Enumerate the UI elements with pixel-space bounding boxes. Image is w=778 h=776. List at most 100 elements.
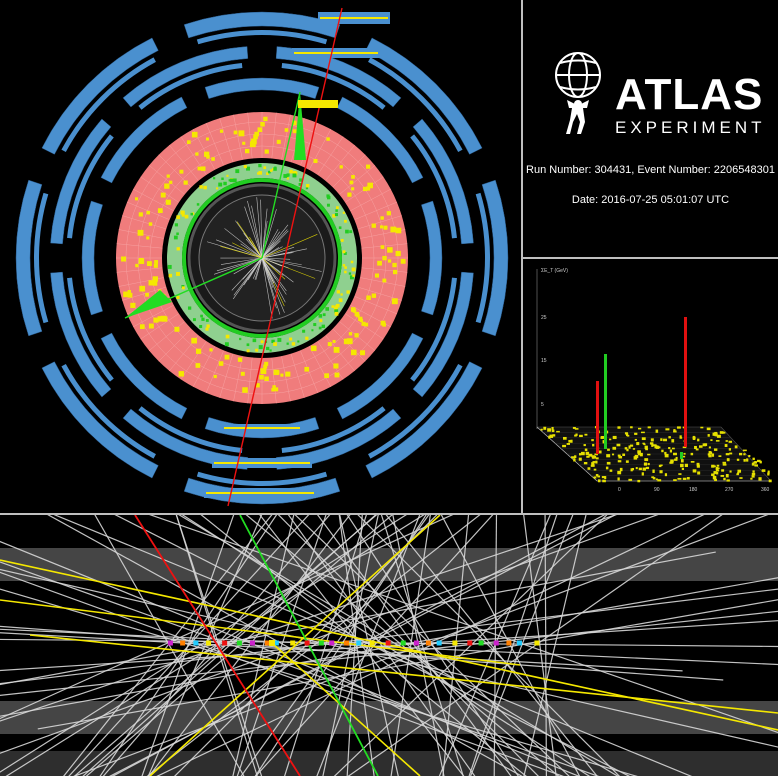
hcal-deposit: [392, 269, 398, 275]
zoom-track: [47, 515, 523, 776]
lego-cell: [617, 454, 621, 457]
hcal-sector: [357, 215, 402, 230]
ecal-deposit: [258, 171, 263, 175]
hcal-deposit: [179, 169, 184, 174]
hcal-deposit: [395, 250, 401, 257]
hcal-deposit: [377, 260, 382, 266]
lego-cell: [728, 440, 733, 443]
zoom-track: [468, 515, 558, 776]
lego-cell: [643, 462, 648, 466]
atlas-logo-icon: [555, 52, 601, 134]
hcal-sector: [308, 346, 332, 387]
vertex-marker: [467, 640, 473, 646]
inner-track: [261, 248, 308, 259]
vertex-marker: [356, 640, 362, 646]
lego-cell: [573, 458, 576, 462]
hcal-sector: [361, 243, 408, 249]
ecal-deposit: [184, 214, 189, 219]
lego-cell: [721, 469, 725, 472]
ecal-deposit: [206, 324, 210, 328]
lego-cell: [767, 472, 770, 476]
event-info-panel: ATLAS EXPERIMENT Run Number: 304431, Eve…: [523, 0, 778, 257]
inner-track: [255, 257, 263, 280]
lego-cell: [540, 428, 543, 431]
ecal-deposit: [333, 306, 338, 311]
hcal-deposit: [291, 120, 297, 126]
muon-chamber: [122, 408, 249, 470]
hcal-deposit: [195, 363, 201, 368]
lego-cell: [583, 462, 588, 465]
vertex-marker: [436, 640, 442, 646]
hcal-sector: [233, 114, 243, 160]
lego-cell: [601, 476, 606, 479]
hcal-deposit: [366, 295, 371, 300]
lego-cell: [723, 477, 726, 481]
event-date: Date: 2016-07-25 05:01:07 UTC: [571, 194, 730, 206]
z-tick-15: 15: [541, 358, 547, 364]
lego-cell: [712, 432, 716, 436]
lego-towers: [596, 317, 687, 459]
hcal-deposit: [349, 180, 354, 185]
lego-cell: [643, 443, 646, 446]
lego-cell: [644, 445, 648, 450]
ecal-deposit: [292, 173, 297, 178]
ecal-deposit: [343, 251, 347, 255]
hcal-sector: [300, 350, 319, 393]
hcal-sector: [345, 313, 384, 340]
lego-cell: [583, 444, 586, 447]
lego-cell: [665, 428, 670, 431]
lego-cell: [700, 426, 704, 429]
vertex-marker: [290, 640, 296, 646]
ecal-deposit: [289, 169, 293, 174]
lego-cell: [711, 453, 715, 457]
muon-chamber-inner: [196, 471, 328, 486]
lego-cell: [673, 479, 677, 482]
lego-cell: [729, 470, 732, 473]
zoom-yellow-track: [29, 634, 778, 714]
ecal-deposit: [286, 177, 289, 180]
ecal-deposit: [196, 203, 200, 206]
lego-cell: [690, 461, 695, 463]
lego-cell: [634, 438, 637, 441]
hcal-deposit: [238, 130, 245, 137]
hcal-deposit: [165, 199, 171, 205]
ecal-deposit: [246, 343, 250, 347]
muon-chamber: [122, 46, 249, 108]
lego-cell: [572, 426, 576, 429]
ecal-deposit: [255, 348, 259, 352]
hcal-deposit: [263, 364, 268, 369]
hcal-deposit: [392, 262, 397, 268]
hcal-deposit: [224, 354, 230, 360]
ecal-deposit: [325, 307, 330, 311]
inner-track: [261, 257, 294, 283]
hcal-sector: [140, 313, 179, 340]
lego-cell: [574, 434, 577, 437]
hcal-deposit: [274, 387, 279, 392]
muon-chamber: [50, 271, 112, 398]
lepton-tracks: [124, 7, 343, 507]
trt-hits: [182, 178, 342, 338]
inner-track: [261, 231, 280, 259]
hcal-deposit: [139, 324, 145, 329]
lego-cell: [659, 470, 663, 474]
ecal-deposit: [226, 174, 229, 177]
hcal-deposit: [154, 260, 159, 264]
lego-cell: [697, 471, 701, 475]
lego-cell: [585, 451, 590, 455]
detector-layer-bottom: [0, 701, 778, 734]
ecal-deposit: [346, 290, 350, 294]
lego-cell: [720, 474, 725, 477]
lego-cell: [710, 439, 713, 442]
lego-cell: [713, 471, 717, 474]
hcal-deposit: [351, 175, 355, 179]
lego-cell: [609, 438, 612, 441]
hcal-deposit: [346, 338, 353, 345]
lego-cell: [707, 453, 711, 456]
hcal-deposit: [138, 257, 144, 263]
hcal-sector: [361, 267, 408, 273]
zoom-track: [284, 515, 367, 776]
lego-cell: [640, 431, 645, 434]
lego-cell: [606, 454, 611, 458]
ecal-deposit: [239, 337, 242, 341]
hcal-deposit: [242, 387, 248, 393]
